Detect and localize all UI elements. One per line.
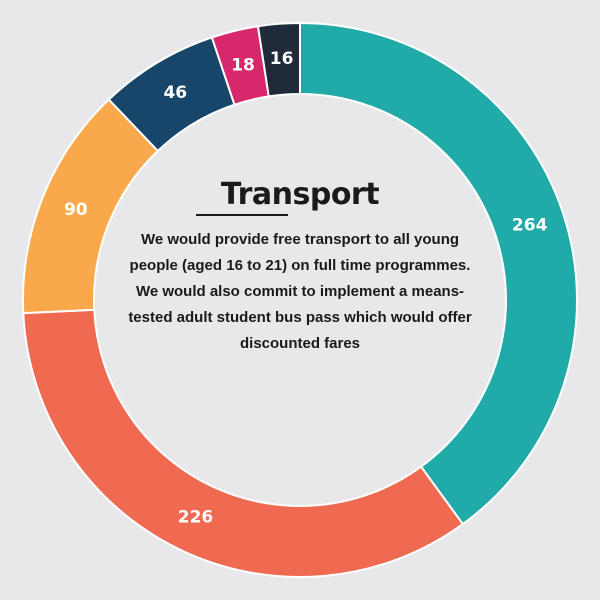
center-text-block: Transport We would provide free transpor… [118,176,482,357]
slice-value-label: 16 [270,49,294,69]
slice-value-label: 226 [178,508,214,528]
donut-slice-264 [299,21,578,526]
labels-group: 264 226 90 46 18 16 [64,49,548,528]
slice-value-label: 90 [64,200,88,220]
slices-group [22,21,578,578]
slice-value-label: 264 [512,215,548,235]
slice-value-label: 46 [163,83,187,103]
chart-title: Transport [220,177,380,212]
donut-slice-226 [22,308,465,578]
chart-description: We would provide free transport to all y… [128,231,472,352]
donut-slice-16 [256,21,301,98]
title-underline [196,214,288,216]
slice-value-label: 18 [231,55,255,75]
